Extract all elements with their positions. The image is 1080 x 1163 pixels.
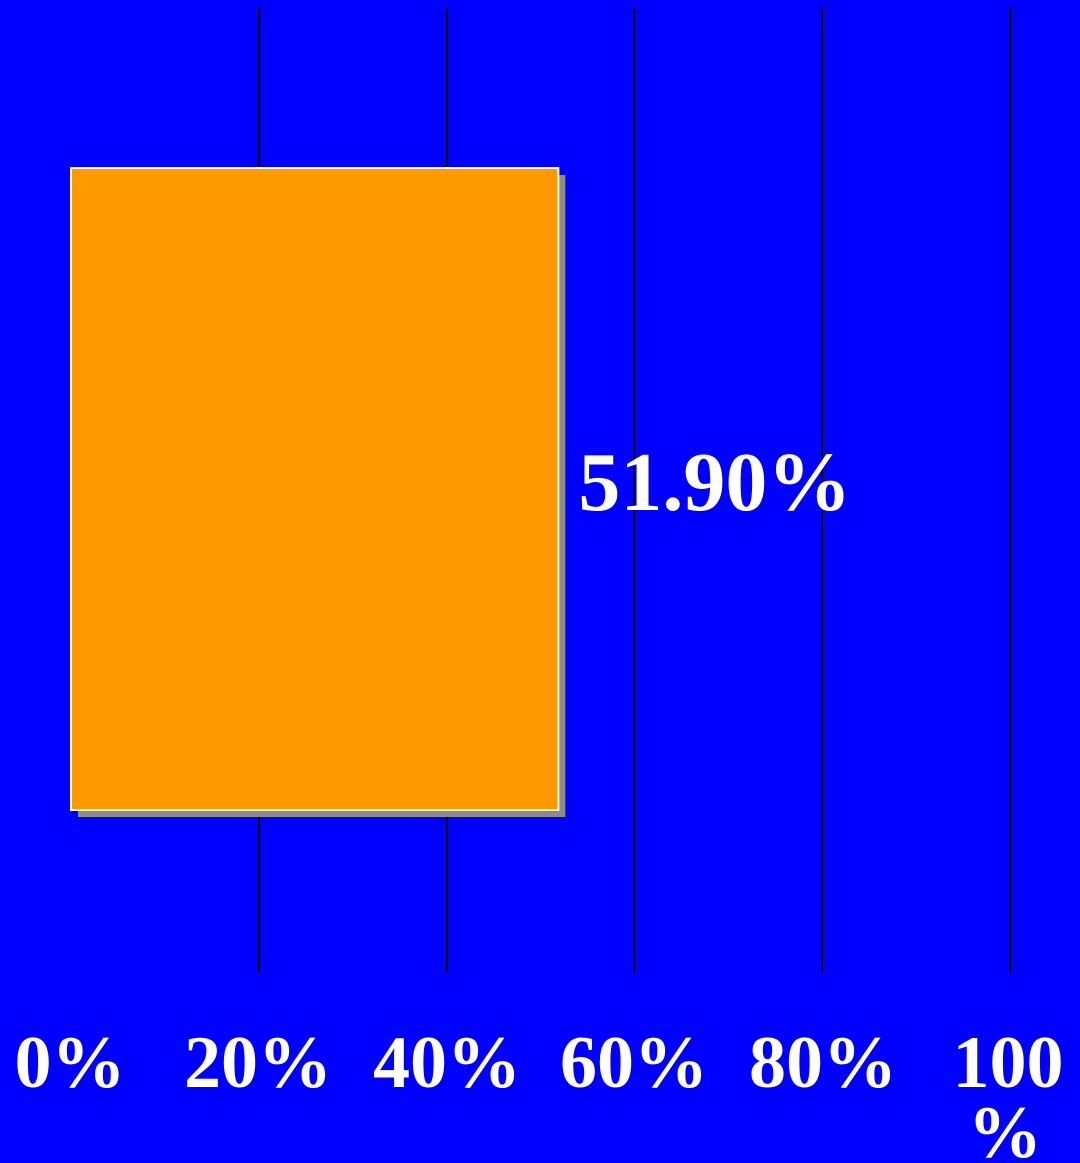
data-labels: 51.90% xyxy=(578,436,851,529)
x-tick-label-100: 100% xyxy=(953,1022,1064,1163)
x-tick-label-20: 20% xyxy=(184,1022,332,1104)
bar xyxy=(70,167,560,811)
x-tick-label-60: 60% xyxy=(560,1022,708,1104)
data-label: 51.90% xyxy=(578,436,851,529)
x-axis-ticks: 0% 20% 40% 60% 80% 100% xyxy=(15,1022,1064,1163)
x-tick-label-0: 0% xyxy=(15,1022,126,1104)
bars xyxy=(70,167,566,817)
x-tick-label-40: 40% xyxy=(373,1022,521,1104)
x-tick-label-80: 80% xyxy=(749,1022,897,1104)
